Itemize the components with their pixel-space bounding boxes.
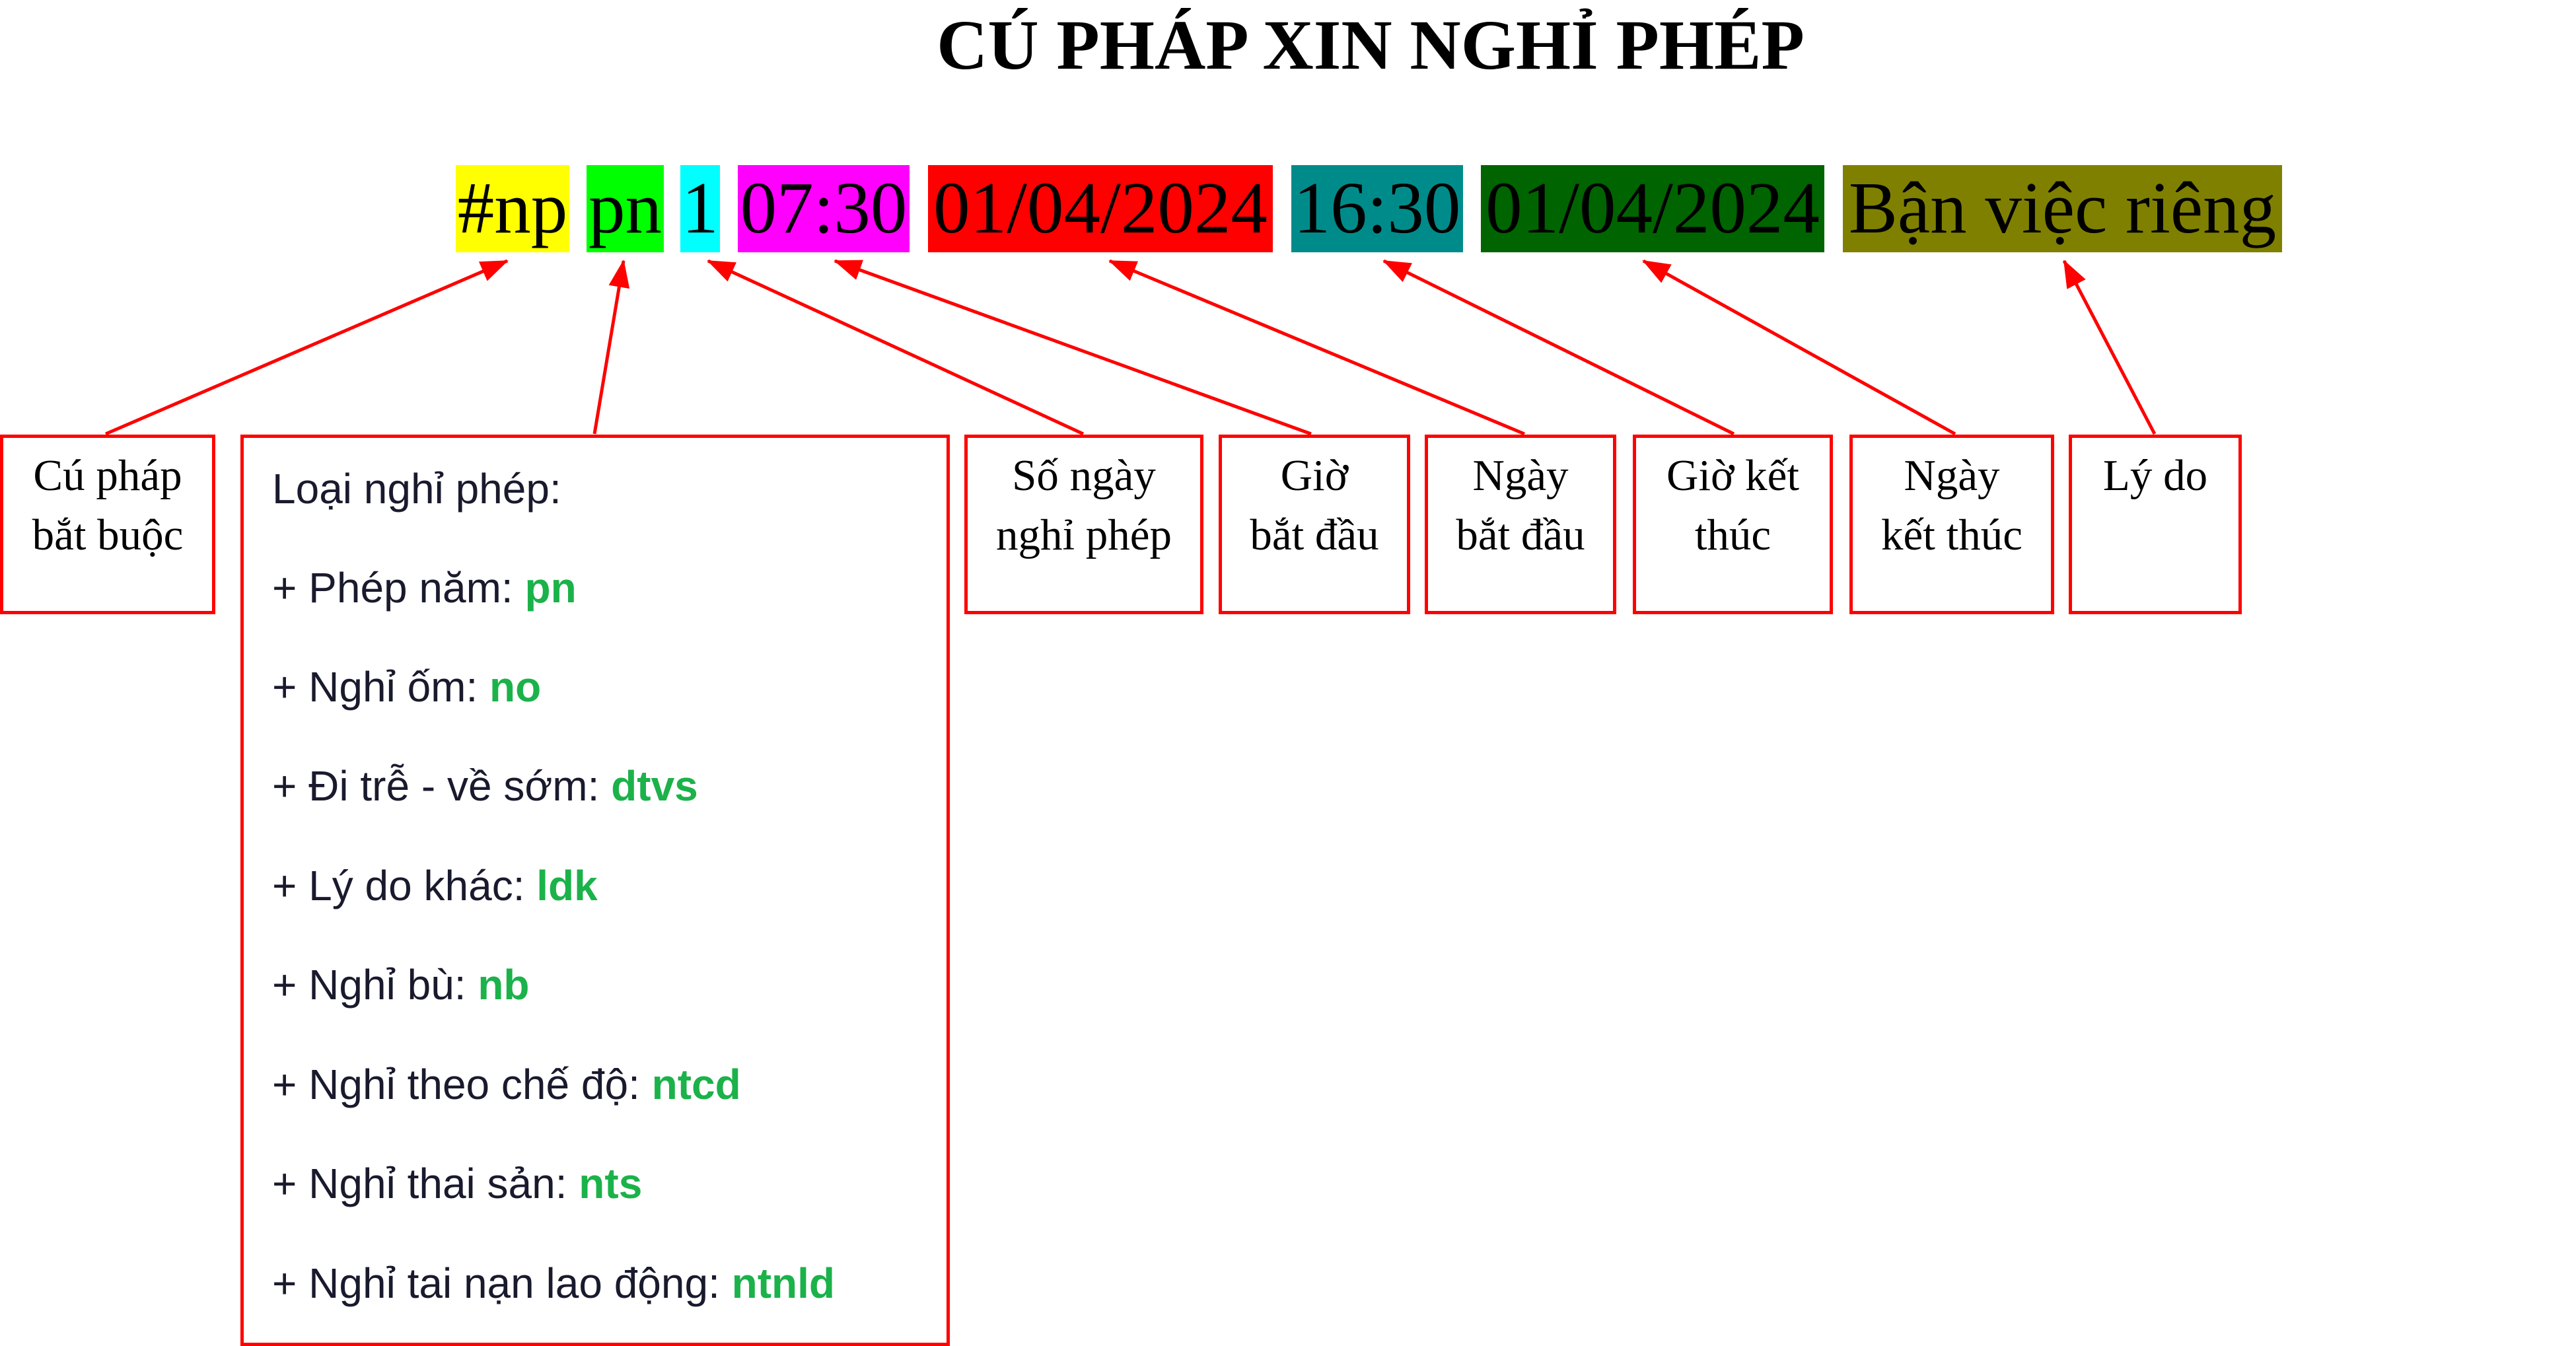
leave-type-label: + Phép năm:: [272, 564, 525, 612]
token-days: 1: [680, 165, 720, 252]
token-reason: Bận việc riêng: [1843, 165, 2282, 252]
label-start-date-line1: Ngày: [1472, 451, 1569, 500]
leave-type-code: nb: [478, 961, 530, 1009]
token-start-time: 07:30: [738, 165, 910, 252]
label-days-line2: nghỉ phép: [995, 511, 1172, 559]
leave-type-label: + Nghỉ tai nạn lao động:: [272, 1259, 732, 1307]
arrow-end-date: [1642, 259, 1956, 436]
arrow-days: [707, 259, 1085, 436]
label-end-date: Ngày kết thúc: [1849, 435, 2054, 614]
leave-type-item: + Nghỉ ốm: no: [272, 662, 541, 711]
arrow-reason: [2062, 260, 2157, 435]
leave-type-item: + Phép năm: pn: [272, 563, 577, 612]
page-title: CÚ PHÁP XIN NGHỈ PHÉP: [937, 7, 1805, 85]
label-reason-line1: Lý do: [2102, 451, 2208, 500]
leave-type-item: + Nghỉ bù: nb: [272, 960, 530, 1009]
leave-type-label: + Nghỉ ốm:: [272, 663, 490, 711]
token-end-time: 16:30: [1291, 165, 1463, 252]
label-end-time-line2: thúc: [1694, 511, 1771, 559]
leave-type-code: nts: [579, 1160, 643, 1207]
label-end-date-line1: Ngày: [1904, 451, 2000, 500]
leave-type-code: ldk: [536, 862, 598, 909]
leave-type-box: Loại nghỉ phép: + Phép năm: pn + Nghỉ ốm…: [240, 435, 950, 1346]
token-prefix: #np: [456, 165, 569, 252]
label-start-date-line2: bắt đầu: [1456, 511, 1585, 559]
label-end-date-line2: kết thúc: [1881, 511, 2022, 559]
leave-type-label: + Lý do khác:: [272, 862, 537, 909]
label-end-time-line1: Giờ kết: [1666, 451, 1800, 500]
arrow-start-date: [1108, 259, 1525, 436]
arrow-leave-type: [592, 260, 630, 435]
leave-type-heading: Loại nghỉ phép:: [272, 465, 561, 513]
leave-type-code: ntnld: [731, 1259, 835, 1307]
leave-type-item: + Nghỉ thai sản: nts: [272, 1159, 642, 1208]
arrow-end-time: [1382, 259, 1735, 436]
label-days-line1: Số ngày: [1012, 451, 1156, 500]
leave-type-item: + Nghỉ tai nạn lao động: ntnld: [272, 1259, 835, 1308]
token-leave-type: pn: [587, 165, 664, 252]
leave-type-label: + Nghỉ thai sản:: [272, 1160, 579, 1207]
label-required-line2: bắt buộc: [32, 511, 184, 559]
token-start-date: 01/04/2024: [928, 165, 1273, 252]
leave-type-code: pn: [524, 564, 577, 612]
label-days: Số ngày nghỉ phép: [964, 435, 1203, 614]
token-end-date: 01/04/2024: [1481, 165, 1824, 252]
leave-type-item: + Đi trễ - về sớm: dtvs: [272, 762, 698, 810]
leave-type-label: + Đi trễ - về sớm:: [272, 762, 612, 810]
label-start-time-line2: bắt đầu: [1250, 511, 1379, 559]
leave-type-code: dtvs: [611, 762, 698, 810]
leave-type-item: + Nghỉ theo chế độ: ntcd: [272, 1060, 741, 1109]
leave-type-label: + Nghỉ theo chế độ:: [272, 1061, 652, 1108]
label-start-time-line1: Giờ: [1280, 451, 1349, 500]
leave-type-label: + Nghỉ bù:: [272, 961, 478, 1009]
label-required: Cú pháp bắt buộc: [0, 435, 215, 614]
label-start-date: Ngày bắt đầu: [1425, 435, 1616, 614]
label-end-time: Giờ kết thúc: [1633, 435, 1833, 614]
label-reason: Lý do: [2069, 435, 2242, 614]
leave-type-code: ntcd: [651, 1061, 741, 1108]
leave-type-code: no: [489, 663, 542, 711]
arrow-start-time: [834, 259, 1312, 436]
label-required-line1: Cú pháp: [33, 451, 182, 500]
label-start-time: Giờ bắt đầu: [1219, 435, 1410, 614]
arrow-required: [105, 259, 509, 436]
leave-type-item: + Lý do khác: ldk: [272, 861, 598, 910]
